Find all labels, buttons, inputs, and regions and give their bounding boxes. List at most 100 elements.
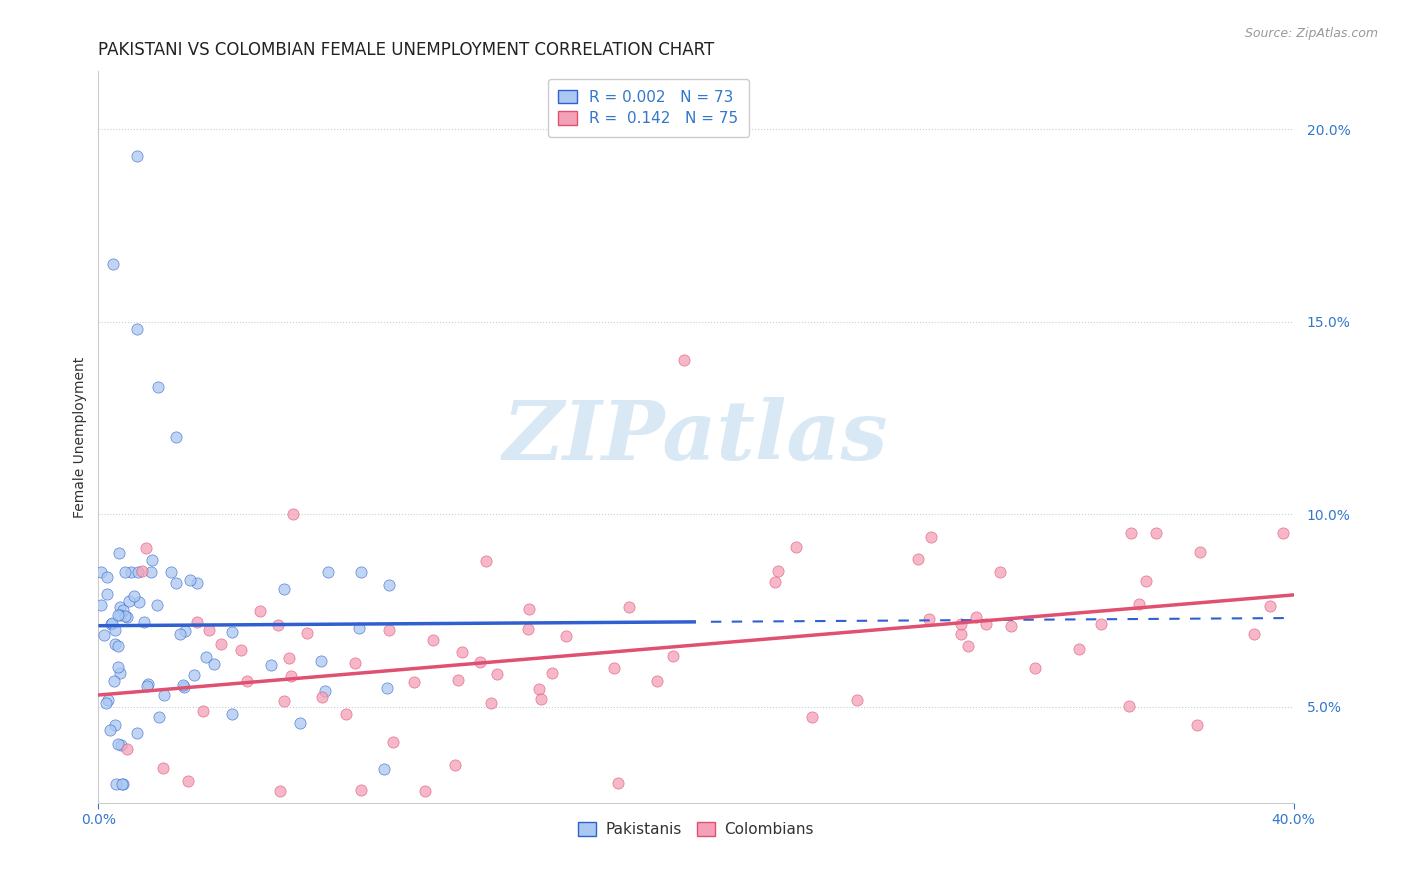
Point — [118, 593, 141, 607]
Point — [152, 688, 174, 702]
Point — [249, 604, 271, 618]
Point — [165, 430, 187, 444]
Point — [1185, 718, 1208, 732]
Point — [1069, 642, 1091, 657]
Point — [198, 623, 221, 637]
Point — [100, 617, 122, 632]
Point — [349, 621, 371, 635]
Point — [97, 693, 120, 707]
Point — [295, 626, 318, 640]
Point — [135, 541, 157, 555]
Point — [949, 617, 972, 632]
Point — [169, 626, 191, 640]
Point — [343, 657, 366, 671]
Point — [1258, 599, 1281, 613]
Point — [152, 761, 174, 775]
Point — [479, 696, 502, 710]
Point — [280, 669, 302, 683]
Point — [90, 598, 112, 612]
Point — [160, 565, 183, 579]
Point — [447, 673, 470, 687]
Point — [554, 629, 576, 643]
Point — [785, 541, 807, 555]
Point — [1118, 698, 1140, 713]
Point — [183, 667, 205, 681]
Point — [221, 625, 243, 640]
Point — [186, 615, 208, 629]
Point — [381, 735, 404, 749]
Point — [350, 782, 373, 797]
Point — [125, 726, 148, 740]
Point — [98, 723, 121, 738]
Point — [277, 651, 299, 665]
Text: Source: ZipAtlas.com: Source: ZipAtlas.com — [1244, 27, 1378, 40]
Point — [662, 649, 685, 664]
Point — [443, 758, 465, 772]
Point — [956, 640, 979, 654]
Point — [1090, 616, 1112, 631]
Point — [974, 617, 997, 632]
Point — [148, 380, 170, 394]
Point — [112, 776, 135, 790]
Point — [1135, 574, 1157, 589]
Point — [846, 693, 869, 707]
Point — [1119, 526, 1142, 541]
Point — [202, 657, 225, 671]
Point — [107, 640, 129, 654]
Point — [124, 590, 146, 604]
Point — [221, 706, 243, 721]
Point — [273, 694, 295, 708]
Point — [139, 565, 162, 579]
Point — [607, 776, 630, 790]
Point — [165, 576, 187, 591]
Point — [103, 257, 125, 271]
Point — [517, 602, 540, 616]
Point — [127, 565, 149, 579]
Point — [404, 675, 426, 690]
Point — [128, 595, 150, 609]
Point — [800, 709, 823, 723]
Point — [1024, 661, 1046, 675]
Point — [146, 599, 169, 613]
Point — [527, 681, 550, 696]
Point — [101, 615, 124, 630]
Point — [179, 573, 201, 587]
Point — [127, 322, 149, 336]
Point — [235, 673, 257, 688]
Point — [413, 784, 436, 798]
Point — [110, 738, 132, 752]
Point — [209, 637, 232, 651]
Point — [131, 564, 153, 578]
Point — [468, 655, 491, 669]
Point — [335, 706, 357, 721]
Point — [530, 692, 553, 706]
Point — [104, 776, 127, 790]
Point — [266, 618, 288, 632]
Point — [311, 690, 333, 704]
Point — [260, 658, 283, 673]
Point — [1000, 619, 1022, 633]
Legend: Pakistanis, Colombians: Pakistanis, Colombians — [568, 813, 824, 847]
Point — [516, 622, 538, 636]
Point — [173, 624, 195, 639]
Point — [316, 565, 339, 579]
Point — [108, 665, 131, 680]
Point — [114, 608, 136, 623]
Point — [1144, 526, 1167, 541]
Point — [172, 678, 194, 692]
Point — [108, 545, 131, 559]
Point — [104, 638, 127, 652]
Point — [94, 696, 117, 710]
Point — [107, 737, 129, 751]
Point — [231, 643, 253, 657]
Point — [148, 710, 170, 724]
Point — [111, 776, 134, 790]
Point — [920, 530, 942, 544]
Point — [645, 673, 668, 688]
Point — [965, 610, 987, 624]
Point — [988, 565, 1011, 579]
Point — [93, 628, 115, 642]
Point — [273, 582, 295, 596]
Point — [1128, 597, 1150, 611]
Point — [673, 353, 696, 368]
